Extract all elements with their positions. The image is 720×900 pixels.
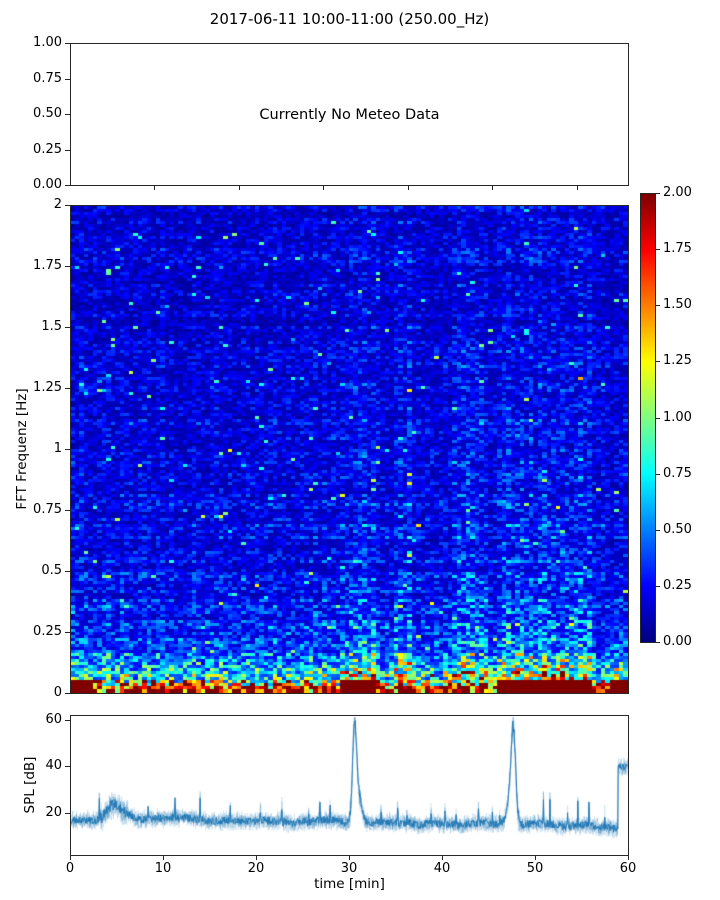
colorbar-tick-mark <box>656 530 660 531</box>
tick-label: 1 <box>53 441 62 456</box>
y-tick-mark <box>65 266 70 267</box>
colorbar-tick-mark <box>656 418 660 419</box>
tick-label: 0.25 <box>33 624 62 639</box>
tick-label: 2.00 <box>663 185 692 200</box>
tick-label: 40 <box>433 861 451 876</box>
y-tick-mark <box>65 114 70 115</box>
meteo-panel: Currently No Meteo Data <box>70 43 629 186</box>
tick-label: 1.25 <box>33 380 62 395</box>
x-tick-mark <box>163 856 164 860</box>
y-tick-mark <box>65 79 70 80</box>
y-tick-mark <box>65 720 70 721</box>
x-tick-mark <box>154 186 155 190</box>
tick-label: 0.50 <box>33 106 62 121</box>
tick-label: 60 <box>619 861 637 876</box>
colorbar-tick-mark <box>656 249 660 250</box>
tick-label: 1.00 <box>33 35 62 50</box>
tick-label: 50 <box>526 861 544 876</box>
y-tick-mark <box>65 43 70 44</box>
tick-label: 0.75 <box>33 71 62 86</box>
y-tick-mark <box>65 632 70 633</box>
tick-label: 1.75 <box>663 241 692 256</box>
tick-label: 40 <box>45 758 62 773</box>
figure-title: 2017-06-11 10:00-11:00 (250.00_Hz) <box>209 10 490 28</box>
tick-label: 0.25 <box>33 142 62 157</box>
tick-label: 0.50 <box>663 522 692 537</box>
colorbar-tick-mark <box>656 642 660 643</box>
x-tick-mark <box>239 186 240 190</box>
spectrogram-panel <box>70 205 629 694</box>
x-tick-mark <box>70 856 71 860</box>
y-tick-mark <box>65 510 70 511</box>
tick-label: 60 <box>45 712 62 727</box>
tick-label: 10 <box>154 861 172 876</box>
tick-label: 0.75 <box>663 466 692 481</box>
tick-label: 0.00 <box>33 177 62 192</box>
y-tick-mark <box>65 150 70 151</box>
y-tick-mark <box>65 449 70 450</box>
colorbar-tick-mark <box>656 361 660 362</box>
tick-label: 30 <box>340 861 358 876</box>
tick-label: 1.50 <box>663 297 692 312</box>
x-tick-mark <box>256 856 257 860</box>
colorbar-tick-mark <box>656 586 660 587</box>
tick-label: 1.5 <box>41 319 62 334</box>
spl-xlabel: time [min] <box>314 876 385 892</box>
y-tick-mark <box>65 813 70 814</box>
colorbar-gradient <box>641 194 655 642</box>
tick-label: 0.00 <box>663 634 692 649</box>
x-tick-mark <box>577 186 578 190</box>
tick-label: 0 <box>53 685 62 700</box>
x-tick-mark <box>442 856 443 860</box>
tick-label: 1.25 <box>663 353 692 368</box>
y-tick-mark <box>65 185 70 186</box>
colorbar-tick-mark <box>656 193 660 194</box>
x-tick-mark <box>492 186 493 190</box>
x-tick-mark <box>323 186 324 190</box>
y-tick-mark <box>65 693 70 694</box>
tick-label: 20 <box>45 805 62 820</box>
tick-label: 0.75 <box>33 502 62 517</box>
x-tick-mark <box>408 186 409 190</box>
x-tick-mark <box>535 856 536 860</box>
colorbar-tick-mark <box>656 474 660 475</box>
y-tick-mark <box>65 205 70 206</box>
tick-label: 0.25 <box>663 578 692 593</box>
tick-label: 0.5 <box>41 563 62 578</box>
y-tick-mark <box>65 766 70 767</box>
y-tick-mark <box>65 327 70 328</box>
y-tick-mark <box>65 571 70 572</box>
tick-label: 1.00 <box>663 410 692 425</box>
tick-label: 1.75 <box>33 258 62 273</box>
x-tick-mark <box>349 856 350 860</box>
colorbar <box>640 193 656 643</box>
spl-panel <box>70 715 629 856</box>
spectrogram-image <box>71 206 628 693</box>
spl-trace <box>71 716 628 855</box>
tick-label: 20 <box>247 861 265 876</box>
tick-label: 2 <box>53 197 62 212</box>
tick-label: 0 <box>65 861 75 876</box>
colorbar-tick-mark <box>656 305 660 306</box>
x-tick-mark <box>628 856 629 860</box>
meteo-message: Currently No Meteo Data <box>259 106 440 123</box>
y-tick-mark <box>65 388 70 389</box>
